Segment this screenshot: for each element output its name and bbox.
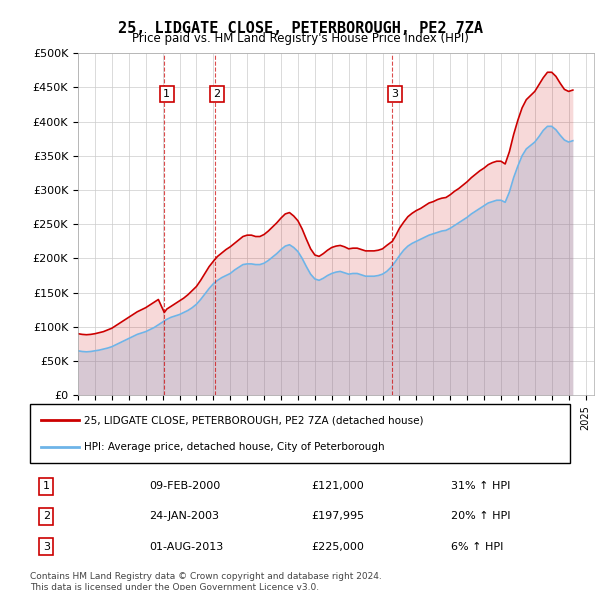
Text: 6% ↑ HPI: 6% ↑ HPI xyxy=(451,542,503,552)
Text: 1: 1 xyxy=(163,89,170,99)
Text: 31% ↑ HPI: 31% ↑ HPI xyxy=(451,481,511,491)
Text: HPI: Average price, detached house, City of Peterborough: HPI: Average price, detached house, City… xyxy=(84,442,385,452)
Text: 2: 2 xyxy=(43,512,50,522)
Text: 20% ↑ HPI: 20% ↑ HPI xyxy=(451,512,511,522)
Text: 2: 2 xyxy=(214,89,221,99)
Text: £225,000: £225,000 xyxy=(311,542,364,552)
Text: 01-AUG-2013: 01-AUG-2013 xyxy=(149,542,223,552)
FancyBboxPatch shape xyxy=(30,404,570,463)
Text: Contains HM Land Registry data © Crown copyright and database right 2024.
This d: Contains HM Land Registry data © Crown c… xyxy=(30,572,382,590)
Text: Price paid vs. HM Land Registry's House Price Index (HPI): Price paid vs. HM Land Registry's House … xyxy=(131,32,469,45)
Text: 3: 3 xyxy=(43,542,50,552)
Text: 25, LIDGATE CLOSE, PETERBOROUGH, PE2 7ZA (detached house): 25, LIDGATE CLOSE, PETERBOROUGH, PE2 7ZA… xyxy=(84,415,424,425)
Text: £121,000: £121,000 xyxy=(311,481,364,491)
Text: £197,995: £197,995 xyxy=(311,512,364,522)
Text: 24-JAN-2003: 24-JAN-2003 xyxy=(149,512,219,522)
Text: 25, LIDGATE CLOSE, PETERBOROUGH, PE2 7ZA: 25, LIDGATE CLOSE, PETERBOROUGH, PE2 7ZA xyxy=(118,21,482,35)
Text: 09-FEB-2000: 09-FEB-2000 xyxy=(149,481,220,491)
Text: 3: 3 xyxy=(391,89,398,99)
Text: 1: 1 xyxy=(43,481,50,491)
